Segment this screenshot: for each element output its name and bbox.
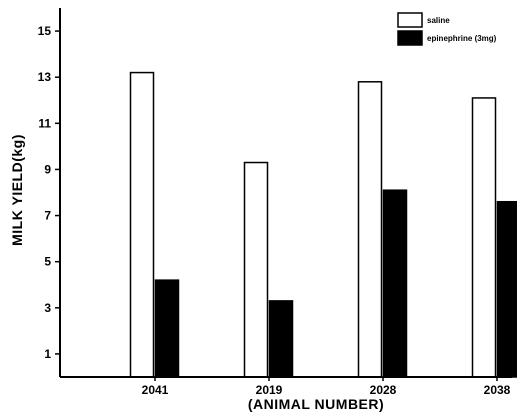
- y-tick-label: 3: [44, 301, 51, 315]
- x-tick-label: 2038: [484, 383, 511, 397]
- y-axis-title: MILK YIELD(kg): [9, 134, 25, 246]
- x-tick-label: 2028: [370, 383, 397, 397]
- bar-epinephrine-2038: [496, 200, 517, 378]
- y-tick-label: 11: [38, 116, 51, 130]
- bar-saline-2041: [129, 71, 155, 378]
- y-tick-label: 5: [44, 255, 51, 269]
- legend: saline epinephrine (3mg): [397, 12, 497, 46]
- x-tick-label: 2041: [142, 383, 169, 397]
- x-ticks-group: 2041 2019 2028 2038: [142, 377, 511, 397]
- y-tick-label: 13: [38, 70, 52, 84]
- bar-epinephrine-2028: [382, 189, 408, 378]
- bar-saline-2038: [471, 97, 497, 378]
- legend-label-epinephrine: epinephrine (3mg): [427, 34, 497, 43]
- y-tick-label: 1: [44, 347, 51, 361]
- bar-saline-2028: [357, 81, 383, 378]
- legend-label-saline: saline: [427, 16, 450, 25]
- x-tick-label: 2019: [256, 383, 283, 397]
- bars-group: [129, 71, 517, 378]
- y-tick-label: 9: [44, 162, 51, 176]
- bar-saline-2019: [243, 161, 269, 378]
- y-tick-label: 15: [38, 24, 52, 38]
- legend-swatch-epinephrine: [397, 30, 423, 46]
- y-tick-label: 7: [44, 209, 51, 223]
- x-axis-title: (ANIMAL NUMBER): [248, 396, 384, 412]
- legend-swatch-saline: [397, 12, 423, 28]
- bar-epinephrine-2041: [154, 279, 180, 378]
- bar-epinephrine-2019: [268, 300, 294, 378]
